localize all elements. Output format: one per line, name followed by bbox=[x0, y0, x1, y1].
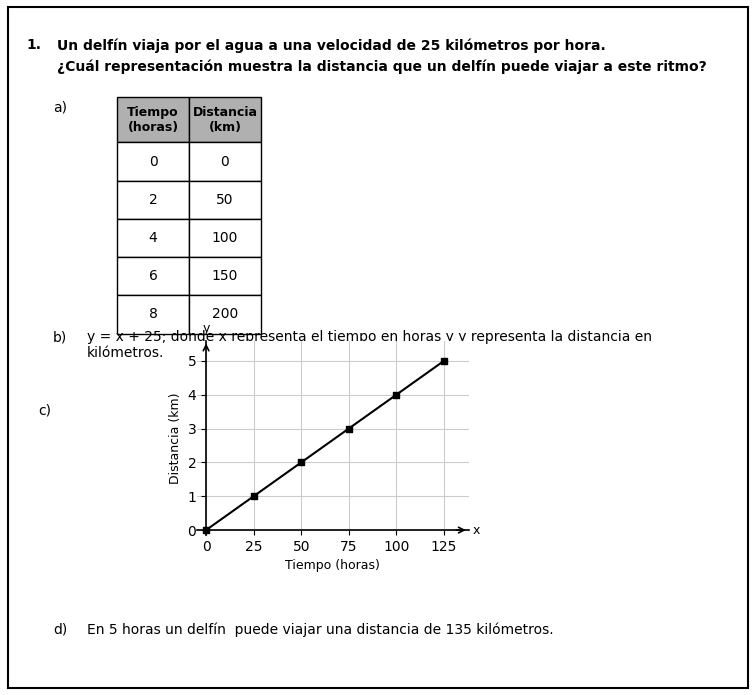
Bar bbox=[117, 97, 189, 142]
Bar bbox=[189, 142, 261, 181]
Text: Tiempo
(horas): Tiempo (horas) bbox=[127, 106, 179, 134]
Bar bbox=[189, 181, 261, 219]
Point bbox=[295, 457, 307, 468]
Bar bbox=[117, 257, 189, 295]
Point bbox=[390, 389, 402, 400]
X-axis label: Tiempo (horas): Tiempo (horas) bbox=[285, 559, 380, 573]
Text: Distancia
(km): Distancia (km) bbox=[193, 106, 257, 134]
Text: ¿Cuál representación muestra la distancia que un delfín puede viajar a este ritm: ¿Cuál representación muestra la distanci… bbox=[57, 59, 706, 74]
Text: 50: 50 bbox=[216, 193, 234, 207]
Bar bbox=[117, 295, 189, 334]
Y-axis label: Distancia (km): Distancia (km) bbox=[169, 392, 182, 484]
Text: 100: 100 bbox=[212, 231, 238, 245]
Point bbox=[342, 423, 355, 434]
Text: d): d) bbox=[53, 622, 67, 636]
Text: 2: 2 bbox=[149, 193, 157, 207]
Bar bbox=[117, 181, 189, 219]
Bar bbox=[189, 219, 261, 257]
Text: Un delfín viaja por el agua a una velocidad de 25 kilómetros por hora.: Un delfín viaja por el agua a una veloci… bbox=[57, 38, 606, 53]
Text: x: x bbox=[472, 523, 480, 537]
Text: 4: 4 bbox=[149, 231, 157, 245]
Text: 6: 6 bbox=[149, 269, 157, 284]
Text: b): b) bbox=[53, 330, 67, 344]
Point bbox=[438, 355, 450, 366]
Text: 150: 150 bbox=[212, 269, 238, 284]
Bar bbox=[189, 295, 261, 334]
Text: 200: 200 bbox=[212, 307, 238, 322]
Text: y = x + 25; donde x representa el tiempo en horas y y representa la distancia en: y = x + 25; donde x representa el tiempo… bbox=[87, 330, 652, 360]
Text: En 5 horas un delfín  puede viajar una distancia de 135 kilómetros.: En 5 horas un delfín puede viajar una di… bbox=[87, 622, 553, 637]
Bar bbox=[189, 257, 261, 295]
Text: 1.: 1. bbox=[26, 38, 42, 52]
Text: 0: 0 bbox=[221, 154, 229, 169]
Point bbox=[248, 491, 260, 502]
Text: a): a) bbox=[53, 101, 67, 115]
Bar bbox=[117, 219, 189, 257]
Text: y: y bbox=[203, 322, 209, 336]
Text: 8: 8 bbox=[149, 307, 157, 322]
Point bbox=[200, 525, 212, 536]
Bar bbox=[117, 142, 189, 181]
Bar bbox=[189, 97, 261, 142]
Text: c): c) bbox=[38, 403, 51, 417]
Text: 0: 0 bbox=[149, 154, 157, 169]
